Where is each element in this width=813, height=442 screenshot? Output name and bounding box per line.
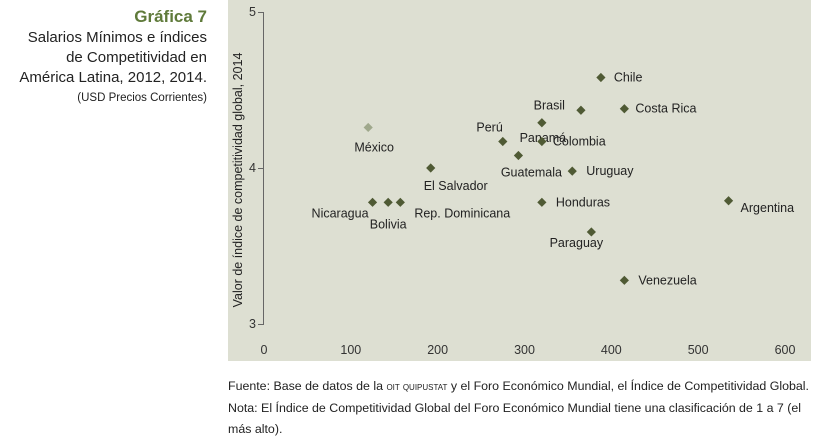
data-label-honduras: Honduras bbox=[556, 195, 610, 209]
units-note: (USD Precios Corrientes) bbox=[77, 92, 207, 104]
x-tick-label-400: 400 bbox=[601, 343, 622, 357]
data-label-mexico: México bbox=[354, 140, 394, 154]
x-tick-label-0: 0 bbox=[261, 343, 268, 357]
data-label-chile: Chile bbox=[614, 71, 643, 85]
data-point-guatemala bbox=[513, 150, 524, 161]
x-tick-label-500: 500 bbox=[688, 343, 709, 357]
data-label-venezuela: Venezuela bbox=[638, 273, 696, 287]
x-tick-label-300: 300 bbox=[514, 343, 535, 357]
data-label-bolivia: Bolivia bbox=[370, 217, 407, 231]
data-point-el-salvador bbox=[426, 163, 436, 173]
footnote-text-end: y el Foro Económico Mundial, el Índice d… bbox=[228, 379, 809, 436]
y-tick-label-4: 4 bbox=[249, 161, 256, 175]
data-label-costa-rica: Costa Rica bbox=[635, 102, 696, 116]
data-point-colombia bbox=[537, 136, 547, 147]
scatter-chart: 0 100 200 300 400 500 600 3 4 5 Valor de índice d… bbox=[228, 0, 811, 361]
x-tick-label-200: 200 bbox=[427, 343, 448, 357]
subtitle-line-3: América Latina, 2012, 2014. bbox=[19, 69, 207, 86]
data-label-uruguay: Uruguay bbox=[586, 164, 634, 178]
x-tick-label-100: 100 bbox=[340, 343, 361, 357]
footnote: Fuente: Base de datos de la oit quipusta… bbox=[228, 376, 813, 440]
data-label-paraguay: Paraguay bbox=[550, 236, 604, 250]
data-point-costa-rica bbox=[619, 104, 629, 114]
data-label-rep-dominicana: Rep. Dominicana bbox=[414, 206, 510, 220]
data-point-brasil bbox=[576, 105, 586, 115]
subtitle-line-2: de Competitividad en bbox=[66, 49, 207, 66]
data-point-uruguay bbox=[567, 166, 577, 176]
plot-area bbox=[228, 0, 811, 361]
data-label-colombia: Colombia bbox=[553, 134, 606, 148]
y-tick-label-5: 5 bbox=[249, 5, 256, 19]
data-point-honduras bbox=[537, 197, 547, 207]
data-point-rep-dominicana bbox=[395, 197, 405, 207]
data-point-paraguay bbox=[586, 227, 596, 237]
data-label-el-salvador: El Salvador bbox=[424, 179, 488, 193]
data-point-panama bbox=[537, 118, 547, 128]
figure-label: Gráfica 7 bbox=[134, 7, 207, 26]
data-label-argentina: Argentina bbox=[741, 201, 795, 215]
y-tick-label-3: 3 bbox=[249, 317, 256, 331]
data-label-brasil: Brasil bbox=[534, 98, 565, 112]
data-label-guatemala: Guatemala bbox=[501, 166, 562, 180]
data-label-peru: Perú bbox=[476, 120, 502, 134]
footnote-source: oit quipustat bbox=[386, 381, 448, 393]
data-point-mexico bbox=[363, 122, 373, 133]
data-label-panama: Panamá bbox=[520, 131, 567, 145]
x-tick-label-600: 600 bbox=[775, 343, 796, 357]
data-point-argentina bbox=[723, 196, 734, 206]
y-axis-label: Valor de índice de competitividad global… bbox=[231, 53, 245, 308]
data-point-venezuela bbox=[619, 275, 629, 285]
data-point-chile bbox=[596, 72, 606, 83]
footnote-text-start: Fuente: Base de datos de la bbox=[228, 379, 387, 393]
data-point-nicaragua bbox=[367, 197, 378, 207]
data-point-peru bbox=[498, 136, 508, 147]
chart-caption: Gráfica 7 Salarios Mínimos e índices de … bbox=[0, 6, 207, 107]
subtitle-line-1: Salarios Mínimos e índices bbox=[27, 29, 207, 46]
data-point-bolivia bbox=[383, 197, 393, 207]
data-label-nicaragua: Nicaragua bbox=[312, 206, 369, 220]
